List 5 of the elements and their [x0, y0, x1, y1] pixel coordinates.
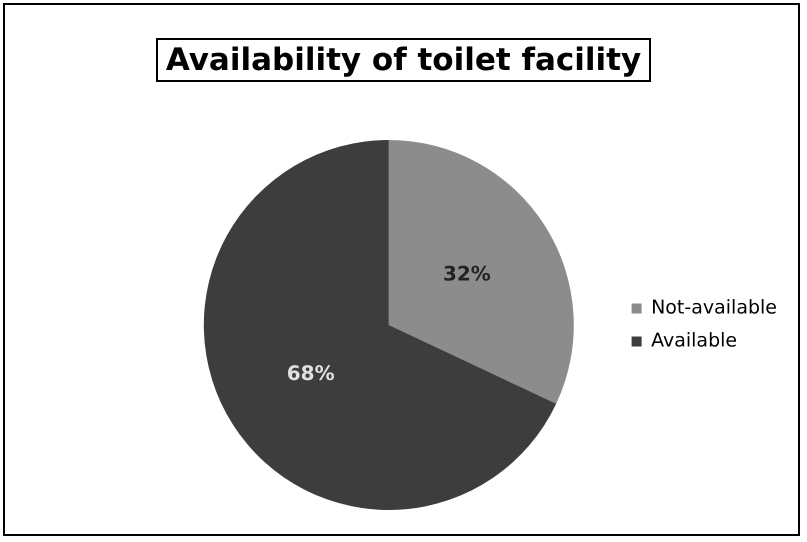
data-label: 32%	[442, 262, 491, 286]
legend-label: Not-available	[651, 296, 778, 318]
chart-title: Availability of toilet facility	[156, 38, 652, 82]
legend-label: Available	[651, 329, 738, 352]
data-label: 68%	[286, 360, 335, 385]
